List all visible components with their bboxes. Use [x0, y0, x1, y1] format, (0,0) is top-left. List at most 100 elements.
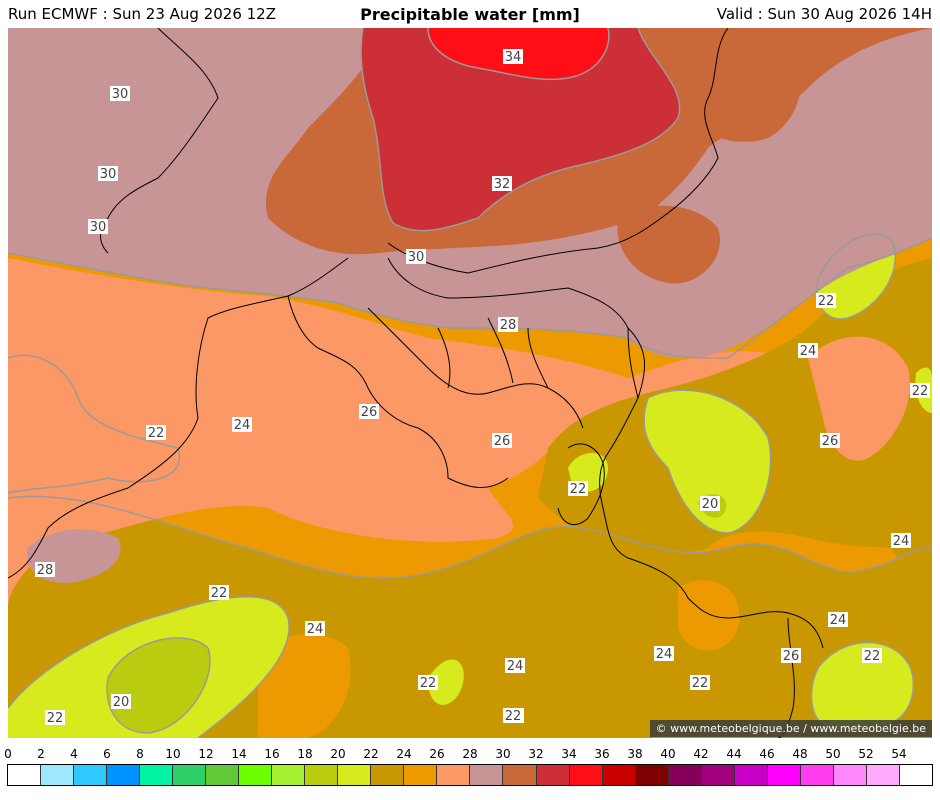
legend-swatch	[338, 765, 371, 785]
contour-label-text: 24	[507, 659, 524, 674]
contour-label: 32	[492, 176, 512, 192]
contour-label: 20	[111, 694, 131, 710]
contour-label-text: 22	[148, 426, 165, 441]
legend-tick: 46	[759, 747, 774, 761]
contour-label: 28	[498, 317, 518, 333]
contour-label: 24	[232, 417, 252, 433]
contour-label: 30	[406, 249, 426, 265]
legend-tick: 22	[363, 747, 378, 761]
legend-swatch	[305, 765, 338, 785]
contour-label: 22	[418, 675, 438, 691]
legend-tick: 38	[627, 747, 642, 761]
legend-swatch	[503, 765, 536, 785]
legend-tick: 52	[858, 747, 873, 761]
contour-label: 22	[910, 383, 930, 399]
contour-label-text: 22	[570, 482, 587, 497]
contour-label-text: 24	[893, 534, 910, 549]
legend-tick: 44	[726, 747, 741, 761]
legend-swatch	[603, 765, 636, 785]
legend-swatch	[41, 765, 74, 785]
contour-label: 22	[568, 481, 588, 497]
legend-swatch	[239, 765, 272, 785]
legend-tick: 40	[660, 747, 675, 761]
contour-label-text: 24	[234, 418, 251, 433]
precipitable-water-map[interactable]: 30 30 30 34 32 30 28 26 26 22 24 22 24 22 22 20 24 26 22 28…	[8, 28, 932, 738]
contour-label-text: 34	[505, 50, 522, 65]
legend-swatch	[404, 765, 437, 785]
legend-tick: 18	[297, 747, 312, 761]
contour-label-text: 26	[822, 434, 839, 449]
legend-swatch	[74, 765, 107, 785]
color-legend: 0 2 4 6 8 10 12 14 16 18 20 22 24 26 28 30 32 34 36 38 40 42 4…	[7, 747, 933, 787]
legend-swatch	[107, 765, 140, 785]
contour-label: 28	[35, 562, 55, 578]
legend-tick: 48	[792, 747, 807, 761]
legend-swatch	[8, 765, 41, 785]
legend-tick: 12	[198, 747, 213, 761]
contour-label: 26	[359, 404, 379, 420]
legend-swatch	[702, 765, 735, 785]
legend-tick: 8	[136, 747, 144, 761]
legend-swatch	[867, 765, 900, 785]
contour-label-text: 22	[47, 711, 64, 726]
contour-label: 30	[88, 219, 108, 235]
contour-label: 34	[503, 49, 523, 65]
legend-tick: 54	[891, 747, 906, 761]
contour-label: 24	[505, 658, 525, 674]
contour-label: 20	[700, 496, 720, 512]
contour-label-text: 22	[505, 709, 522, 724]
legend-tick: 30	[495, 747, 510, 761]
contour-label-text: 30	[100, 167, 117, 182]
legend-swatch	[437, 765, 470, 785]
contour-label: 26	[820, 433, 840, 449]
contour-label-text: 24	[307, 622, 324, 637]
legend-tick: 34	[561, 747, 576, 761]
contour-label: 26	[492, 433, 512, 449]
contour-label-text: 24	[800, 344, 817, 359]
contour-label: 22	[690, 675, 710, 691]
legend-swatch	[669, 765, 702, 785]
legend-tick: 4	[70, 747, 78, 761]
legend-swatch	[801, 765, 834, 785]
contour-label: 22	[45, 710, 65, 726]
legend-tick: 26	[429, 747, 444, 761]
contour-label-text: 26	[783, 649, 800, 664]
contour-label-text: 20	[113, 695, 130, 710]
legend-swatch	[371, 765, 404, 785]
contour-label: 22	[862, 648, 882, 664]
legend-tick: 20	[330, 747, 345, 761]
contour-label-text: 26	[361, 405, 378, 420]
contour-label-text: 22	[211, 586, 228, 601]
contour-label: 22	[816, 293, 836, 309]
contour-label-text: 20	[702, 497, 719, 512]
legend-swatch	[173, 765, 206, 785]
contour-label: 24	[828, 612, 848, 628]
copyright-credit: © www.meteobelgique.be / www.meteobelgie…	[650, 720, 932, 737]
legend-tick: 10	[165, 747, 180, 761]
legend-tick: 32	[528, 747, 543, 761]
contour-label-text: 22	[692, 676, 709, 691]
contour-label: 30	[110, 86, 130, 102]
legend-swatch	[900, 765, 932, 785]
legend-swatch	[768, 765, 801, 785]
contour-label-text: 28	[500, 318, 517, 333]
contour-label: 24	[798, 343, 818, 359]
legend-swatch	[140, 765, 173, 785]
legend-tick: 28	[462, 747, 477, 761]
contour-label-text: 28	[37, 563, 54, 578]
legend-tick: 42	[693, 747, 708, 761]
legend-tick: 50	[825, 747, 840, 761]
legend-tick: 0	[4, 747, 12, 761]
contour-label: 24	[654, 646, 674, 662]
legend-swatch	[537, 765, 570, 785]
legend-swatch	[834, 765, 867, 785]
contour-label-text: 30	[90, 220, 107, 235]
legend-swatch	[470, 765, 503, 785]
contour-label-text: 22	[420, 676, 437, 691]
legend-tick: 14	[231, 747, 246, 761]
legend-tick: 36	[594, 747, 609, 761]
contour-label: 30	[98, 166, 118, 182]
legend-tick: 16	[264, 747, 279, 761]
legend-tick: 24	[396, 747, 411, 761]
contour-label: 22	[503, 708, 523, 724]
